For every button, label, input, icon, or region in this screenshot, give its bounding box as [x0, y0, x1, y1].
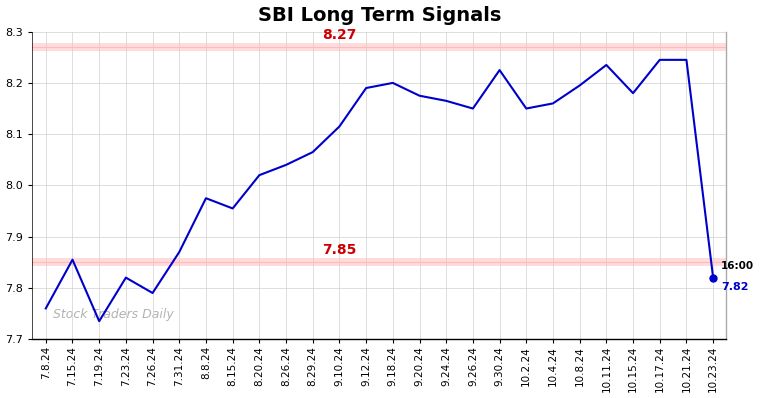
- Text: 7.85: 7.85: [322, 243, 357, 257]
- Text: 8.27: 8.27: [322, 28, 357, 42]
- Text: Stock Traders Daily: Stock Traders Daily: [53, 308, 174, 321]
- Bar: [32, 258, 727, 266]
- Text: 16:00: 16:00: [721, 261, 754, 271]
- Title: SBI Long Term Signals: SBI Long Term Signals: [258, 6, 501, 25]
- Bar: [32, 43, 727, 51]
- Point: [707, 275, 720, 281]
- Text: 7.82: 7.82: [721, 282, 749, 292]
